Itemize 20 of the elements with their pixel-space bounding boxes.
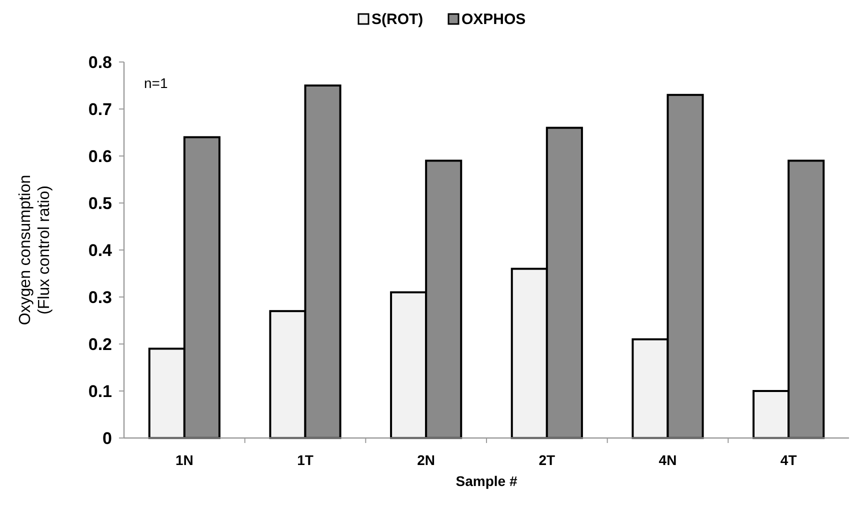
x-tick-label: 2T — [538, 452, 556, 468]
y-tick-label: 0.7 — [88, 100, 112, 119]
x-tick-label: 1T — [297, 452, 314, 468]
y-tick-label: 0.3 — [88, 288, 112, 307]
x-tick-label: 1N — [175, 452, 194, 468]
y-tick-label: 0.8 — [88, 52, 112, 72]
legend-label: S(ROT) — [372, 11, 424, 28]
legend-label: OXPHOS — [462, 11, 526, 28]
y-tick-label: 0 — [102, 428, 112, 448]
y-tick-label: 0.1 — [88, 382, 112, 401]
annotation: n=1 — [144, 75, 168, 91]
y-axis-title: Oxygen consumption (Flux control ratio) — [17, 174, 53, 326]
x-tick-label: 2N — [417, 452, 436, 468]
x-axis-title: Sample # — [456, 473, 518, 489]
x-tick-label: 4N — [658, 452, 677, 468]
y-tick-label: 0.4 — [88, 240, 113, 260]
y-tick-label: 0.5 — [88, 194, 112, 213]
y-tick-label: 0.6 — [88, 146, 112, 166]
y-tick-label: 0.2 — [88, 334, 112, 354]
x-tick-label: 4T — [780, 452, 798, 468]
